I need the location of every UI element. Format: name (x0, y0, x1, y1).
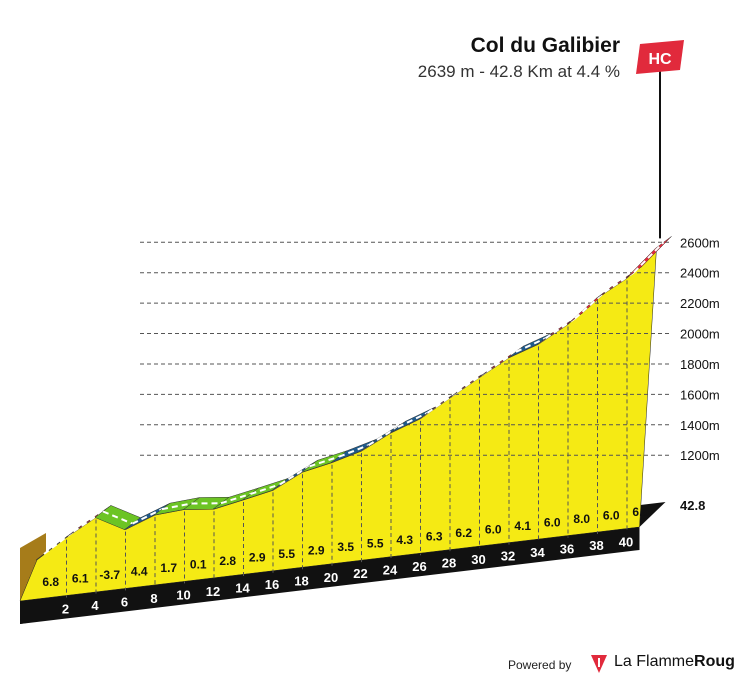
x-tick-label: 22 (353, 566, 367, 581)
gradient-label: 5.5 (278, 547, 295, 561)
y-tick-label: 2400m (680, 266, 720, 281)
brand-name-part2: Rouge (694, 653, 735, 670)
x-tick-label: 24 (383, 563, 398, 578)
x-tick-label: 18 (294, 573, 308, 588)
road-centerline (397, 411, 428, 428)
y-tick-label: 1600m (680, 387, 720, 402)
profile-side-block (20, 533, 46, 601)
gradient-label: 6.5 (632, 505, 649, 519)
x-tick-label: 2 (62, 601, 69, 616)
gradient-label: 8.0 (573, 512, 590, 526)
x-tick-label: 26 (412, 559, 426, 574)
road-centerline (161, 502, 192, 511)
x-tick-label: 32 (501, 549, 515, 564)
y-tick-label: 2000m (680, 327, 720, 342)
road-centerline (220, 493, 251, 505)
profile-base-front (20, 527, 640, 624)
y-tick-label: 1200m (680, 448, 720, 463)
gradient-label: 6.1 (72, 572, 89, 586)
road-centerline (250, 483, 281, 495)
x-tick-label: 30 (471, 552, 485, 567)
road-centerline (309, 455, 340, 468)
gradient-label: 3.5 (337, 540, 354, 554)
flame-logo-icon (591, 655, 607, 673)
gradient-label: 1.7 (160, 561, 177, 575)
gradient-label: 4.1 (514, 519, 531, 533)
hc-badge-label: HC (648, 51, 672, 68)
road-centerline (132, 508, 163, 525)
x-tick-label: 14 (235, 580, 250, 595)
brand-name-part1: La Flamme (614, 653, 695, 670)
x-tick-label: 6 (121, 594, 128, 609)
gradient-label: 6.2 (455, 526, 472, 540)
gradient-label: -3.7 (99, 568, 120, 582)
y-tick-label: 2600m (680, 235, 720, 250)
road-centerline (544, 317, 576, 340)
road-centerline (633, 241, 665, 274)
x-tick-label: 8 (150, 591, 157, 606)
road-centerline (515, 337, 546, 353)
powered-by-text: Powered by (508, 658, 572, 672)
road-centerline (485, 351, 517, 373)
road-centerline (72, 510, 104, 533)
x-tick-label: 10 (176, 587, 190, 602)
gradient-label: 6.8 (42, 575, 59, 589)
profile-title: Col du Galibier (470, 34, 620, 57)
y-tick-label: 1800m (680, 357, 720, 372)
road-centerline (456, 370, 488, 393)
road-centerline (102, 510, 133, 525)
profile-subtitle: 2639 m - 42.8 Km at 4.4 % (417, 62, 620, 81)
hc-flag (636, 40, 684, 74)
road-centerline (367, 426, 399, 447)
x-tick-label: 20 (324, 570, 338, 585)
x-tick-label: 38 (589, 538, 603, 553)
gradient-label: 2.9 (249, 551, 266, 565)
x-tick-label: 34 (530, 545, 545, 560)
total-distance-label: 42.8 (680, 498, 705, 513)
gradient-label: 0.1 (190, 558, 207, 572)
gradient-label: 2.9 (308, 544, 325, 558)
road-centerline (338, 444, 369, 458)
x-tick-label: 4 (91, 598, 99, 613)
gradient-label: 2.8 (219, 554, 236, 568)
x-tick-label: 12 (206, 584, 220, 599)
road-centerline (603, 271, 635, 293)
gradient-label: 6.3 (426, 529, 443, 543)
gradient-label: 6.0 (603, 508, 620, 522)
road-centerline (574, 291, 606, 320)
gradient-label: 5.5 (367, 536, 384, 550)
gradient-label: 4.4 (131, 565, 148, 579)
road-centerline (279, 465, 311, 486)
y-tick-label: 1400m (680, 418, 720, 433)
gradient-label: 6.0 (544, 515, 561, 529)
y-tick-label: 2200m (680, 296, 720, 311)
brand-name: La FlammeRouge (614, 653, 735, 671)
x-tick-label: 36 (560, 542, 574, 557)
gradient-label: 4.3 (396, 533, 413, 547)
x-tick-label: 28 (442, 556, 456, 571)
gradient-label: 6.0 (485, 522, 502, 536)
x-tick-label: 16 (265, 577, 279, 592)
x-tick-label: 40 (619, 535, 633, 550)
